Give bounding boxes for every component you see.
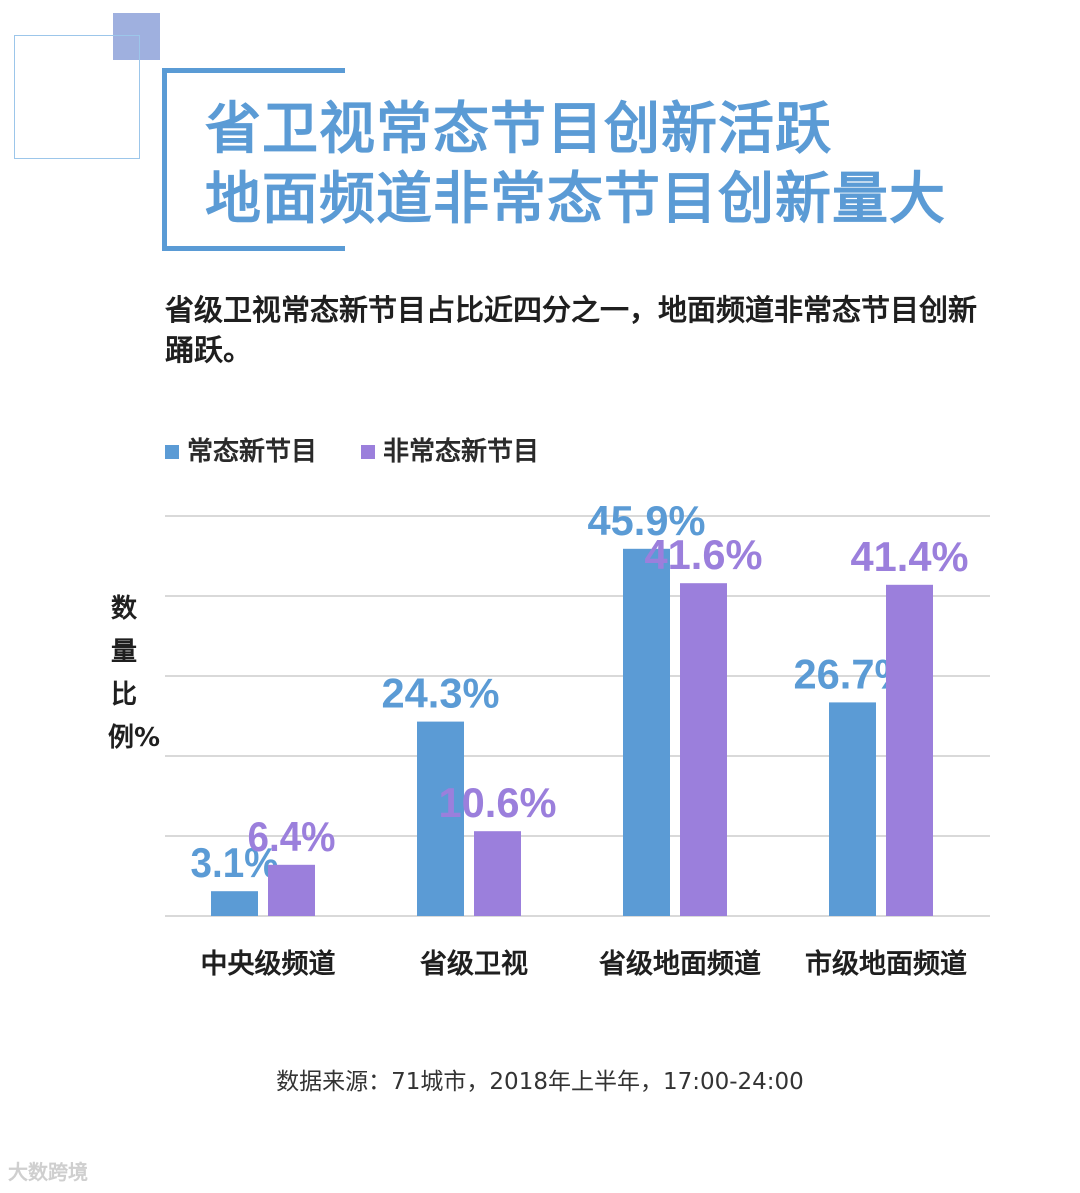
data-label: 24.3% <box>382 670 500 717</box>
bar-irregular <box>680 583 727 916</box>
legend-label-irregular: 非常态新节目 <box>383 437 540 467</box>
decorative-frame <box>14 35 140 159</box>
bar-irregular <box>886 584 933 916</box>
data-label: 6.4% <box>248 813 336 860</box>
data-label: 3.1% <box>191 839 279 886</box>
bar-regular <box>829 702 876 916</box>
data-label: 41.4% <box>851 533 969 580</box>
legend-label-regular: 常态新节目 <box>187 437 318 467</box>
bar-regular <box>623 548 670 916</box>
legend-swatch-irregular <box>361 445 375 459</box>
x-tick-label: 省级地面频道 <box>599 948 761 980</box>
title-line-2: 地面频道非常态节目创新量大 <box>205 167 946 232</box>
x-tick-label: 市级地面频道 <box>805 948 967 980</box>
bar-regular <box>417 721 464 916</box>
legend-swatch-regular <box>165 445 179 459</box>
data-source: 数据来源：71城市，2018年上半年，17:00-24:00 <box>276 1069 804 1095</box>
x-tick-label: 中央级频道 <box>201 948 336 980</box>
bar-regular <box>211 891 258 916</box>
bar-irregular <box>474 831 521 916</box>
title-bracket <box>162 68 345 251</box>
watermark: 大数跨境 <box>8 1160 88 1184</box>
decorative-square <box>113 13 160 60</box>
data-label: 41.6% <box>645 531 763 578</box>
x-tick-label: 省级卫视 <box>420 948 528 980</box>
data-label: 10.6% <box>439 779 557 826</box>
data-label: 45.9% <box>588 497 706 544</box>
bar-irregular <box>268 864 315 916</box>
chart-subtitle: 省级卫视常态新节目占比近四分之一，地面频道非常态节目创新踊跃。 <box>165 293 978 367</box>
title-line-1: 省卫视常态节目创新活跃 <box>205 97 832 162</box>
